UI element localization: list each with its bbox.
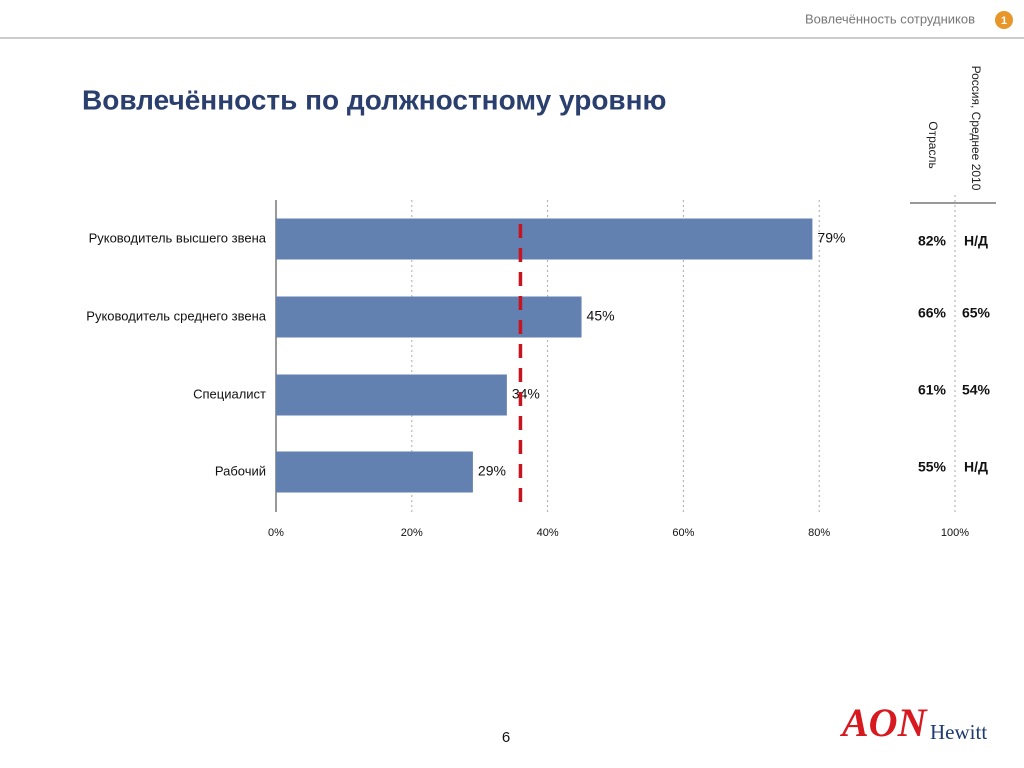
category-label: Специалист (193, 386, 266, 401)
value-label: 79% (817, 230, 845, 246)
bar (276, 218, 813, 260)
bar (276, 374, 507, 416)
category-label: Руководитель высшего звена (89, 230, 267, 245)
category-label: Руководитель среднего звена (86, 308, 266, 323)
section-title: Вовлечённость сотрудников (805, 11, 975, 26)
x-tick-label: 20% (401, 527, 423, 539)
value-label: 34% (512, 386, 540, 402)
badge (995, 11, 1013, 29)
logo-sub: Hewitt (930, 720, 987, 744)
x-tick-label: 40% (537, 527, 559, 539)
x-tick-label: 0% (268, 527, 284, 539)
table-cell: 65% (962, 305, 991, 321)
value-label: 29% (478, 463, 506, 479)
table-cell: 66% (918, 305, 947, 321)
bar (276, 451, 473, 493)
table-cell: 55% (918, 459, 947, 475)
x-tick-label: 100% (941, 527, 969, 539)
table-cell: Н/Д (964, 233, 988, 249)
category-label: Рабочий (215, 463, 266, 478)
bar (276, 296, 582, 338)
table-cell: 61% (918, 382, 947, 398)
badge-number: 1 (1001, 15, 1007, 27)
table-cell: Н/Д (964, 459, 988, 475)
x-tick-label: 80% (808, 527, 830, 539)
x-tick-label: 60% (672, 527, 694, 539)
column-header: Россия, Среднее 2010 (969, 66, 983, 191)
logo-main: AON (839, 700, 929, 745)
column-header: Отрасль (926, 121, 940, 168)
slide-title: Вовлечённость по должностному уровню (82, 84, 666, 115)
page-number: 6 (502, 729, 510, 746)
table-cell: 82% (918, 233, 947, 249)
table-cell: 54% (962, 382, 991, 398)
value-label: 45% (587, 308, 615, 324)
